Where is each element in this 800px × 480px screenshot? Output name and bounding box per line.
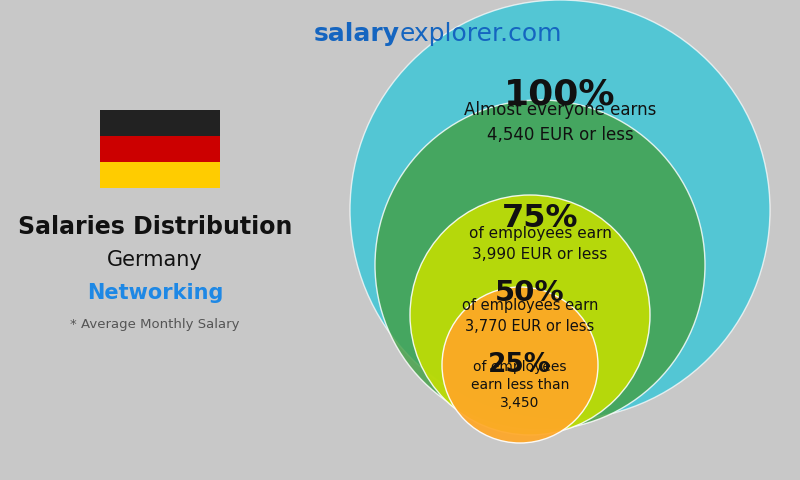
Text: Germany: Germany [107, 250, 203, 270]
Text: 50%: 50% [495, 279, 565, 307]
Text: of employees earn
3,990 EUR or less: of employees earn 3,990 EUR or less [469, 226, 611, 262]
Text: salary: salary [314, 22, 400, 46]
Circle shape [410, 195, 650, 435]
Bar [100, 136, 220, 162]
Bar [100, 162, 220, 188]
Text: Almost everyone earns
4,540 EUR or less: Almost everyone earns 4,540 EUR or less [464, 101, 656, 144]
Text: 75%: 75% [502, 204, 578, 234]
Circle shape [350, 0, 770, 420]
Text: of employees earn
3,770 EUR or less: of employees earn 3,770 EUR or less [462, 299, 598, 335]
Text: explorer.com: explorer.com [400, 22, 562, 46]
Text: Salaries Distribution: Salaries Distribution [18, 215, 292, 239]
Text: of employees
earn less than
3,450: of employees earn less than 3,450 [471, 360, 569, 410]
Circle shape [375, 100, 705, 430]
Text: 100%: 100% [504, 77, 616, 111]
Text: 25%: 25% [488, 352, 552, 378]
Text: Networking: Networking [87, 283, 223, 303]
Text: * Average Monthly Salary: * Average Monthly Salary [70, 318, 240, 331]
Bar [100, 110, 220, 136]
Circle shape [442, 287, 598, 443]
